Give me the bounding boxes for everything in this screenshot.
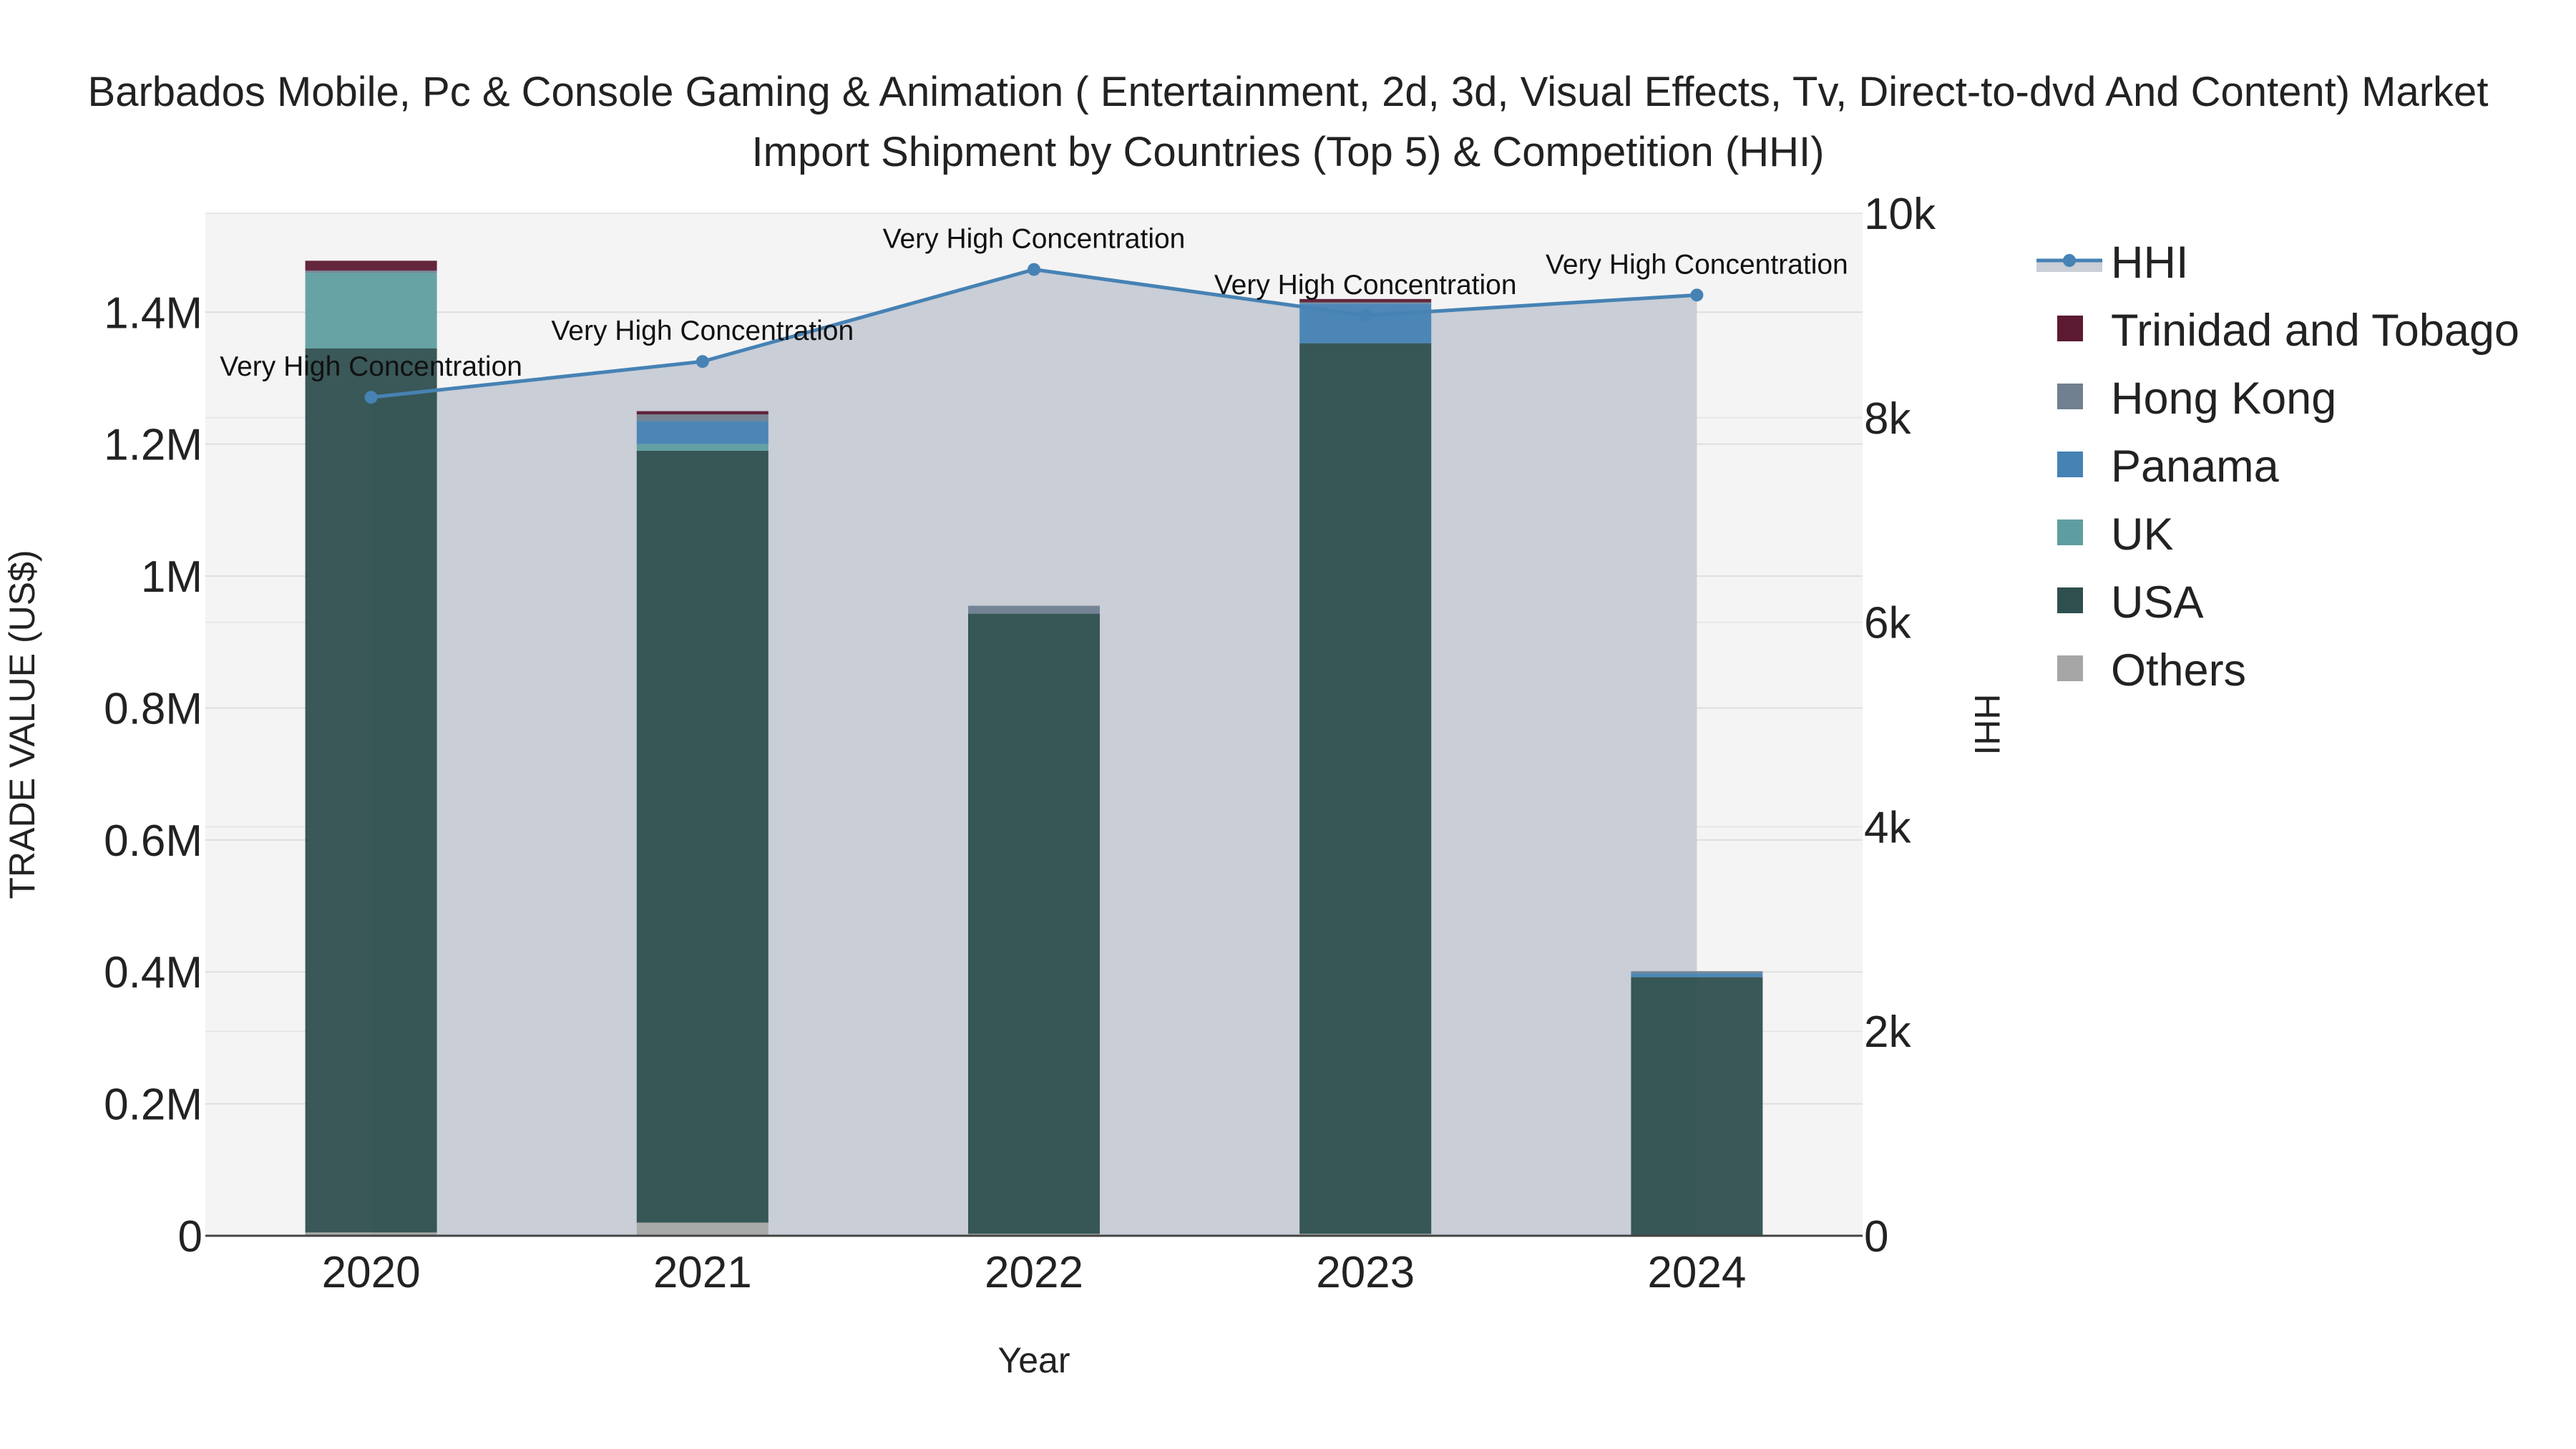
hhi-point-2021 bbox=[696, 355, 709, 369]
bar-usa-2024 bbox=[1631, 977, 1763, 1236]
y-tick-label: 1.2M bbox=[104, 421, 203, 470]
y2-tick-label: 4k bbox=[1864, 803, 1911, 852]
y2-tick-label: 0 bbox=[1864, 1212, 1888, 1262]
bar-usa-2021 bbox=[636, 450, 769, 1223]
hhi-annotations: Very High Concentration Very High Concent… bbox=[220, 224, 1848, 383]
legend-item-hhi[interactable]: HHI bbox=[2036, 238, 2189, 288]
legend-label: HHI bbox=[2111, 238, 2189, 288]
x-tick-label-2021: 2021 bbox=[653, 1248, 752, 1297]
x-tick-label-2024: 2024 bbox=[1647, 1248, 1746, 1297]
hhi-annotation-2022: Very High Concentration bbox=[883, 224, 1186, 255]
chart-title-line-2: Import Shipment by Countries (Top 5) & C… bbox=[752, 129, 1825, 175]
legend-item-trinidad-and-tobago[interactable]: Trinidad and Tobago bbox=[2057, 306, 2519, 356]
bar-hong-kong-2022 bbox=[968, 605, 1100, 614]
legend-label: Trinidad and Tobago bbox=[2111, 306, 2519, 356]
y2-axis-title: HHI bbox=[1967, 693, 2007, 755]
bars bbox=[305, 260, 1763, 1236]
x-axis-ticks: 2020 2021 2022 2023 2024 bbox=[322, 1248, 1747, 1297]
y-tick-label: 1.4M bbox=[104, 288, 203, 338]
chart-title-line-1: Barbados Mobile, Pc & Console Gaming & A… bbox=[88, 69, 2489, 115]
y2-tick-label: 10k bbox=[1864, 190, 1936, 239]
hhi-annotation-2020: Very High Concentration bbox=[220, 351, 522, 382]
bar-hong-kong-2024 bbox=[1631, 971, 1763, 974]
bar-usa-2020 bbox=[305, 348, 437, 1233]
bar-others-2020 bbox=[305, 1232, 437, 1236]
bar-usa-2022 bbox=[968, 613, 1100, 1234]
y-tick-label: 0 bbox=[178, 1212, 203, 1262]
bar-hong-kong-2023 bbox=[1299, 302, 1432, 304]
hhi-point-2022 bbox=[1028, 263, 1040, 276]
y2-tick-label: 6k bbox=[1864, 599, 1911, 648]
legend-swatch bbox=[2057, 452, 2083, 477]
hhi-point-2023 bbox=[1359, 308, 1372, 322]
hhi-point-2020 bbox=[364, 391, 378, 404]
legend-swatch bbox=[2057, 519, 2083, 545]
y2-axis-ticks: 0 2k 4k 6k 8k 10k bbox=[1864, 190, 1936, 1262]
y-axis-title: TRADE VALUE (US$) bbox=[2, 550, 42, 899]
legend-label: Hong Kong bbox=[2111, 374, 2336, 424]
legend-item-uk[interactable]: UK bbox=[2057, 509, 2174, 560]
chart-title: Barbados Mobile, Pc & Console Gaming & A… bbox=[88, 69, 2489, 175]
legend-swatch-hhi-marker bbox=[2063, 254, 2076, 267]
legend-label: UK bbox=[2111, 509, 2174, 560]
legend-label: Panama bbox=[2111, 441, 2280, 492]
y2-tick-label: 8k bbox=[1864, 394, 1911, 444]
hhi-annotation-2023: Very High Concentration bbox=[1214, 270, 1517, 301]
x-axis-title: Year bbox=[997, 1340, 1070, 1380]
x-tick-label-2023: 2023 bbox=[1316, 1248, 1415, 1297]
hhi-annotation-2021: Very High Concentration bbox=[551, 316, 854, 346]
bar-panama-2021 bbox=[636, 421, 769, 444]
legend-label: USA bbox=[2111, 577, 2204, 628]
y2-tick-label: 2k bbox=[1864, 1008, 1911, 1057]
legend-swatch bbox=[2057, 655, 2083, 681]
legend-swatch bbox=[2057, 316, 2083, 341]
hhi-line-series bbox=[364, 263, 1704, 404]
bar-hong-kong-2020 bbox=[305, 270, 437, 273]
legend-item-usa[interactable]: USA bbox=[2057, 577, 2204, 628]
bar-uk-2020 bbox=[305, 272, 437, 348]
y-axis-ticks: 0 0.2M 0.4M 0.6M 0.8M 1M 1.2M 1.4M bbox=[104, 288, 203, 1262]
legend-swatch bbox=[2057, 587, 2083, 613]
y-tick-label: 0.8M bbox=[104, 684, 203, 733]
legend-label: Others bbox=[2111, 645, 2246, 696]
bar-trinidad-and-tobago-2023 bbox=[1299, 298, 1432, 303]
bar-trinidad-and-tobago-2021 bbox=[636, 411, 769, 415]
y-tick-label: 0.6M bbox=[104, 816, 203, 866]
legend: HHI Trinidad and Tobago Hong Kong Panama UK U… bbox=[2036, 238, 2519, 696]
legend-item-others[interactable]: Others bbox=[2057, 645, 2246, 696]
legend-swatch bbox=[2057, 384, 2083, 409]
bar-hong-kong-2021 bbox=[636, 414, 769, 421]
bar-panama-2024 bbox=[1631, 973, 1763, 977]
legend-item-hong-kong[interactable]: Hong Kong bbox=[2057, 374, 2336, 424]
hhi-annotation-2024: Very High Concentration bbox=[1546, 249, 1848, 280]
x-tick-label-2022: 2022 bbox=[985, 1248, 1083, 1297]
x-tick-label-2020: 2020 bbox=[322, 1248, 421, 1297]
bar-trinidad-and-tobago-2020 bbox=[305, 260, 437, 271]
y-tick-label: 0.4M bbox=[104, 948, 203, 997]
legend-item-panama[interactable]: Panama bbox=[2057, 441, 2280, 492]
y-tick-label: 0.2M bbox=[104, 1080, 203, 1130]
bar-uk-2021 bbox=[636, 444, 769, 451]
y-tick-label: 1M bbox=[141, 552, 203, 602]
bar-others-2021 bbox=[636, 1222, 769, 1236]
hhi-point-2024 bbox=[1690, 288, 1704, 302]
bar-usa-2023 bbox=[1299, 343, 1432, 1234]
